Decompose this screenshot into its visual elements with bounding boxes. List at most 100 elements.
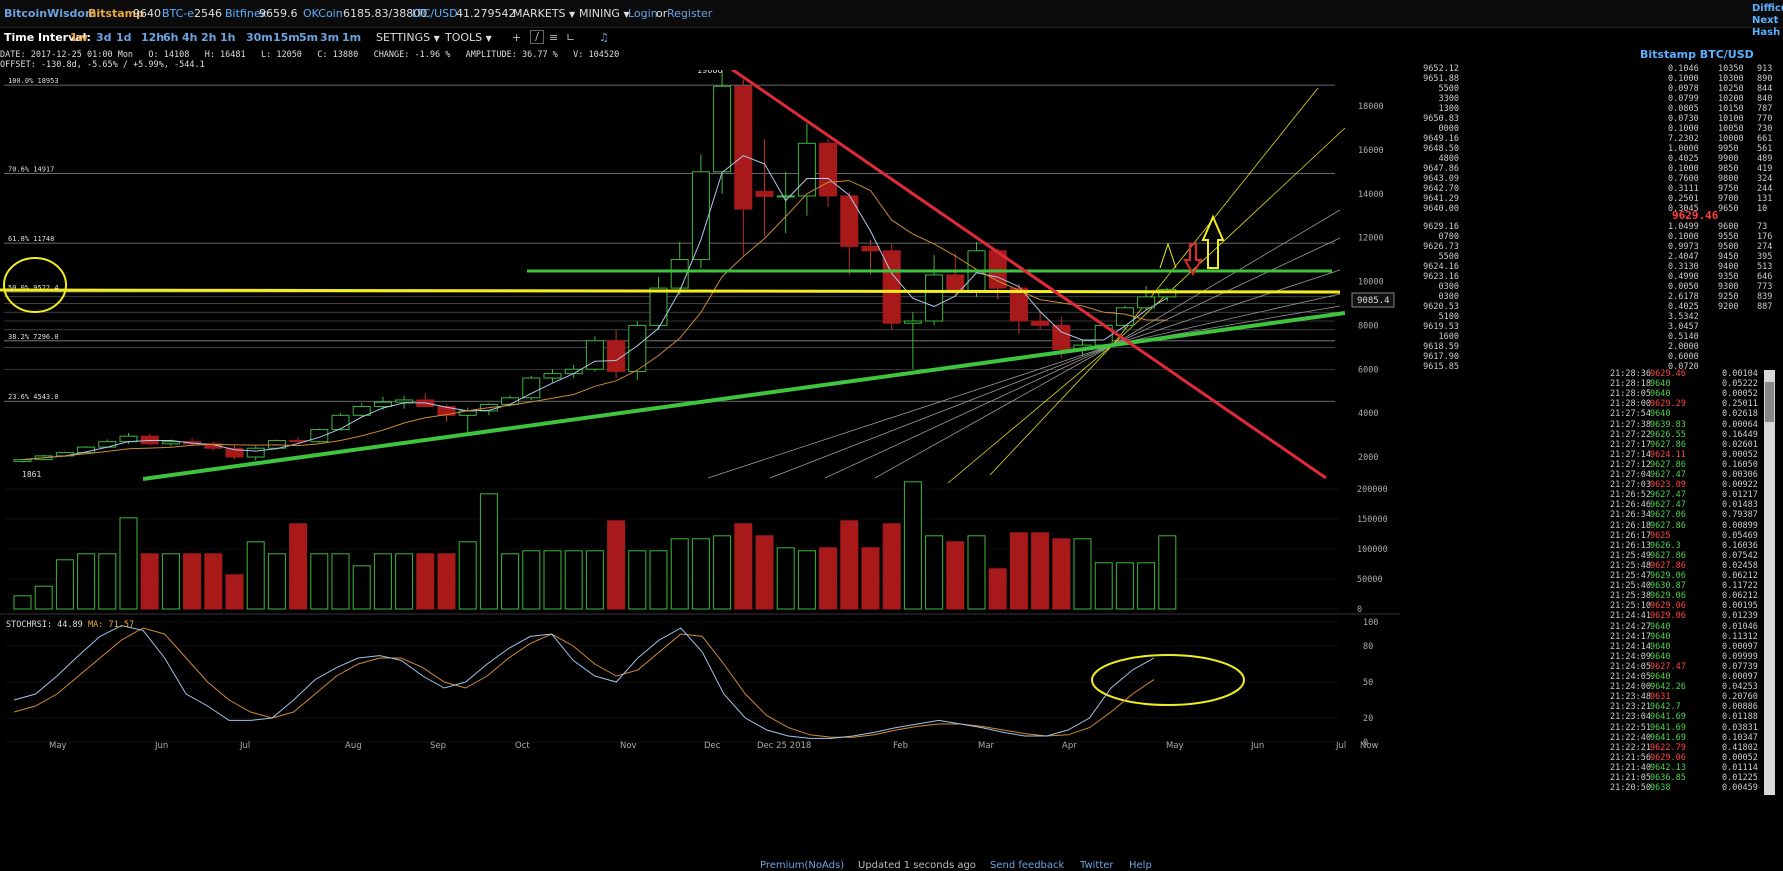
- orderbook-depth-total: 131: [1757, 194, 1773, 204]
- trade-amount: 0.01188: [1722, 712, 1758, 723]
- orderbook-depth-total: 913: [1757, 64, 1773, 74]
- interval-30m[interactable]: 30m: [246, 31, 273, 44]
- register-link[interactable]: Register: [667, 7, 713, 20]
- ticker-btce-name[interactable]: BTC-e: [162, 7, 195, 20]
- stochrsi-tick-label: 20: [1363, 714, 1373, 724]
- stochrsi-tick-label: 80: [1363, 642, 1373, 652]
- chevron-down-icon: ▼: [623, 10, 630, 19]
- candle-body: [691, 171, 710, 261]
- settings-menu[interactable]: SETTINGS ▼: [376, 31, 440, 44]
- orderbook-depth-price: 9950: [1718, 144, 1739, 154]
- price-tick-label: 14000: [1358, 190, 1384, 200]
- brand-logo[interactable]: BitcoinWisdom: [4, 7, 97, 20]
- interval-3m[interactable]: 3m: [320, 31, 340, 44]
- interval-1m[interactable]: 1m: [342, 31, 362, 44]
- interval-3d[interactable]: 3d: [96, 31, 112, 44]
- top-bar: BitcoinWisdom Bitstamp 9640 BTC-e 2546 B…: [0, 0, 1783, 28]
- orderbook-price: 9623.16: [1423, 272, 1459, 282]
- crosshair-icon[interactable]: +: [512, 31, 522, 44]
- interval-15m[interactable]: 15m: [273, 31, 300, 44]
- trade-time: 21:26:13: [1610, 540, 1651, 551]
- interval-2h[interactable]: 2h: [201, 31, 217, 44]
- send-feedback-link[interactable]: Send feedback: [990, 860, 1065, 871]
- candle-body: [395, 399, 414, 403]
- trade-time: 21:28:00: [1610, 399, 1651, 410]
- interval-4h[interactable]: 4h: [182, 31, 198, 44]
- orderbook-depth-total: 513: [1757, 262, 1773, 272]
- orderbook-depth-price: 10350: [1718, 64, 1744, 74]
- volume-bar: [1031, 532, 1050, 610]
- interval-1d[interactable]: 1d: [116, 31, 132, 44]
- trade-price: 9625: [1650, 530, 1671, 541]
- volume-bar: [903, 481, 922, 610]
- interval-6h[interactable]: 6h: [163, 31, 179, 44]
- candle-body: [246, 447, 265, 458]
- bell-icon[interactable]: ♫: [599, 31, 609, 44]
- login-link[interactable]: Login: [628, 7, 658, 20]
- mining-menu[interactable]: MINING ▼: [579, 7, 630, 20]
- orderbook-price: 9648.50: [1423, 144, 1459, 154]
- trade-time: 21:27:14: [1610, 449, 1651, 460]
- orderbook-amount: 0.6000: [1668, 352, 1699, 362]
- orderbook-depth-total: 489: [1757, 154, 1773, 164]
- orderbook-depth-total: 419: [1757, 164, 1773, 174]
- trade-amount: 0.01225: [1722, 773, 1758, 783]
- orderbook-depth-total: 890: [1757, 74, 1773, 84]
- trade-time: 21:26:17: [1610, 530, 1651, 541]
- trade-time: 21:27:04: [1610, 470, 1651, 480]
- price-chart[interactable]: 100.0% 18953 70.6% 14917 61.8% 11748 50.0% …: [0, 70, 1400, 860]
- orderbook-depth-total: 887: [1757, 302, 1773, 312]
- ticker-okcoin-name[interactable]: OKCoin: [303, 7, 343, 20]
- orderbook-depth-price: 9900: [1718, 154, 1739, 164]
- volume-bar: [13, 595, 32, 610]
- interval-1w[interactable]: 1w: [70, 31, 88, 44]
- trade-amount: 0.02618: [1722, 409, 1758, 420]
- candle-body: [373, 401, 392, 408]
- premium-link[interactable]: Premium(NoAds): [760, 860, 845, 871]
- candle-body: [776, 195, 795, 198]
- month-tick-label: Jun: [154, 741, 168, 751]
- ticker-bitfinex-name[interactable]: Bitfinex: [225, 7, 267, 20]
- interval-1h[interactable]: 1h: [220, 31, 236, 44]
- markets-menu[interactable]: MARKETS ▼: [513, 7, 575, 20]
- draw-line-icon[interactable]: ∕: [530, 30, 544, 44]
- volume-bar: [734, 523, 753, 610]
- trade-price: 9627.86: [1650, 459, 1686, 470]
- orderbook-amount: 2.4047: [1668, 252, 1699, 262]
- price-tick-label: 8000: [1358, 321, 1378, 331]
- trade-amount: 0.00104: [1722, 369, 1758, 379]
- tools-menu[interactable]: TOOLS ▼: [445, 31, 492, 44]
- yellow-level-line: [0, 288, 1341, 294]
- time-interval-toolbar: Time Interval: 1w 3d 1d 12h 6h 4h 2h 1h …: [0, 28, 1600, 48]
- candle-body: [1052, 324, 1071, 351]
- volume-tick-label: 0: [1357, 605, 1362, 615]
- trade-price: 9627.47: [1650, 661, 1686, 672]
- volume-bar: [1158, 535, 1177, 610]
- orderbook-depth-price: 9700: [1718, 194, 1739, 204]
- footer: Premium(NoAds) Updated 1 seconds ago Sen…: [0, 860, 1783, 871]
- trade-time: 21:27:03: [1610, 480, 1651, 491]
- trade-history-scrollbar[interactable]: [1764, 370, 1775, 795]
- orderbook-price: 1600: [1438, 332, 1459, 342]
- trade-price: 9638: [1650, 783, 1671, 794]
- orderbook-depth-price: 9850: [1718, 164, 1739, 174]
- fan-icon[interactable]: ∟: [566, 31, 576, 44]
- twitter-link[interactable]: Twitter: [1080, 860, 1114, 871]
- interval-5m[interactable]: 5m: [299, 31, 319, 44]
- ticker-bitstamp-name[interactable]: Bitstamp: [88, 7, 144, 20]
- difficulty-panel-edge[interactable]: Difficu Next Hash R: [1752, 3, 1783, 38]
- scrollbar-thumb[interactable]: [1765, 382, 1774, 422]
- trade-amount: 0.05469: [1722, 530, 1758, 541]
- volume-bar: [861, 547, 880, 610]
- fib-lines-icon[interactable]: ≡: [549, 31, 559, 44]
- orderbook-price: 9615.85: [1423, 362, 1459, 372]
- orderbook-depth-total: 274: [1757, 242, 1773, 252]
- interval-12h[interactable]: 12h: [141, 31, 165, 44]
- volume-bar: [1052, 538, 1071, 610]
- fib-level-label: 38.2% 7296.0: [8, 333, 59, 341]
- ticker-ltc-name[interactable]: LTC/USD: [412, 7, 458, 20]
- orderbook-depth-price: 9650: [1718, 204, 1739, 214]
- orderbook-amount: 0.2501: [1668, 194, 1699, 204]
- help-link[interactable]: Help: [1129, 860, 1152, 871]
- stochrsi-label: STOCHRSI: 44.89: [6, 620, 83, 630]
